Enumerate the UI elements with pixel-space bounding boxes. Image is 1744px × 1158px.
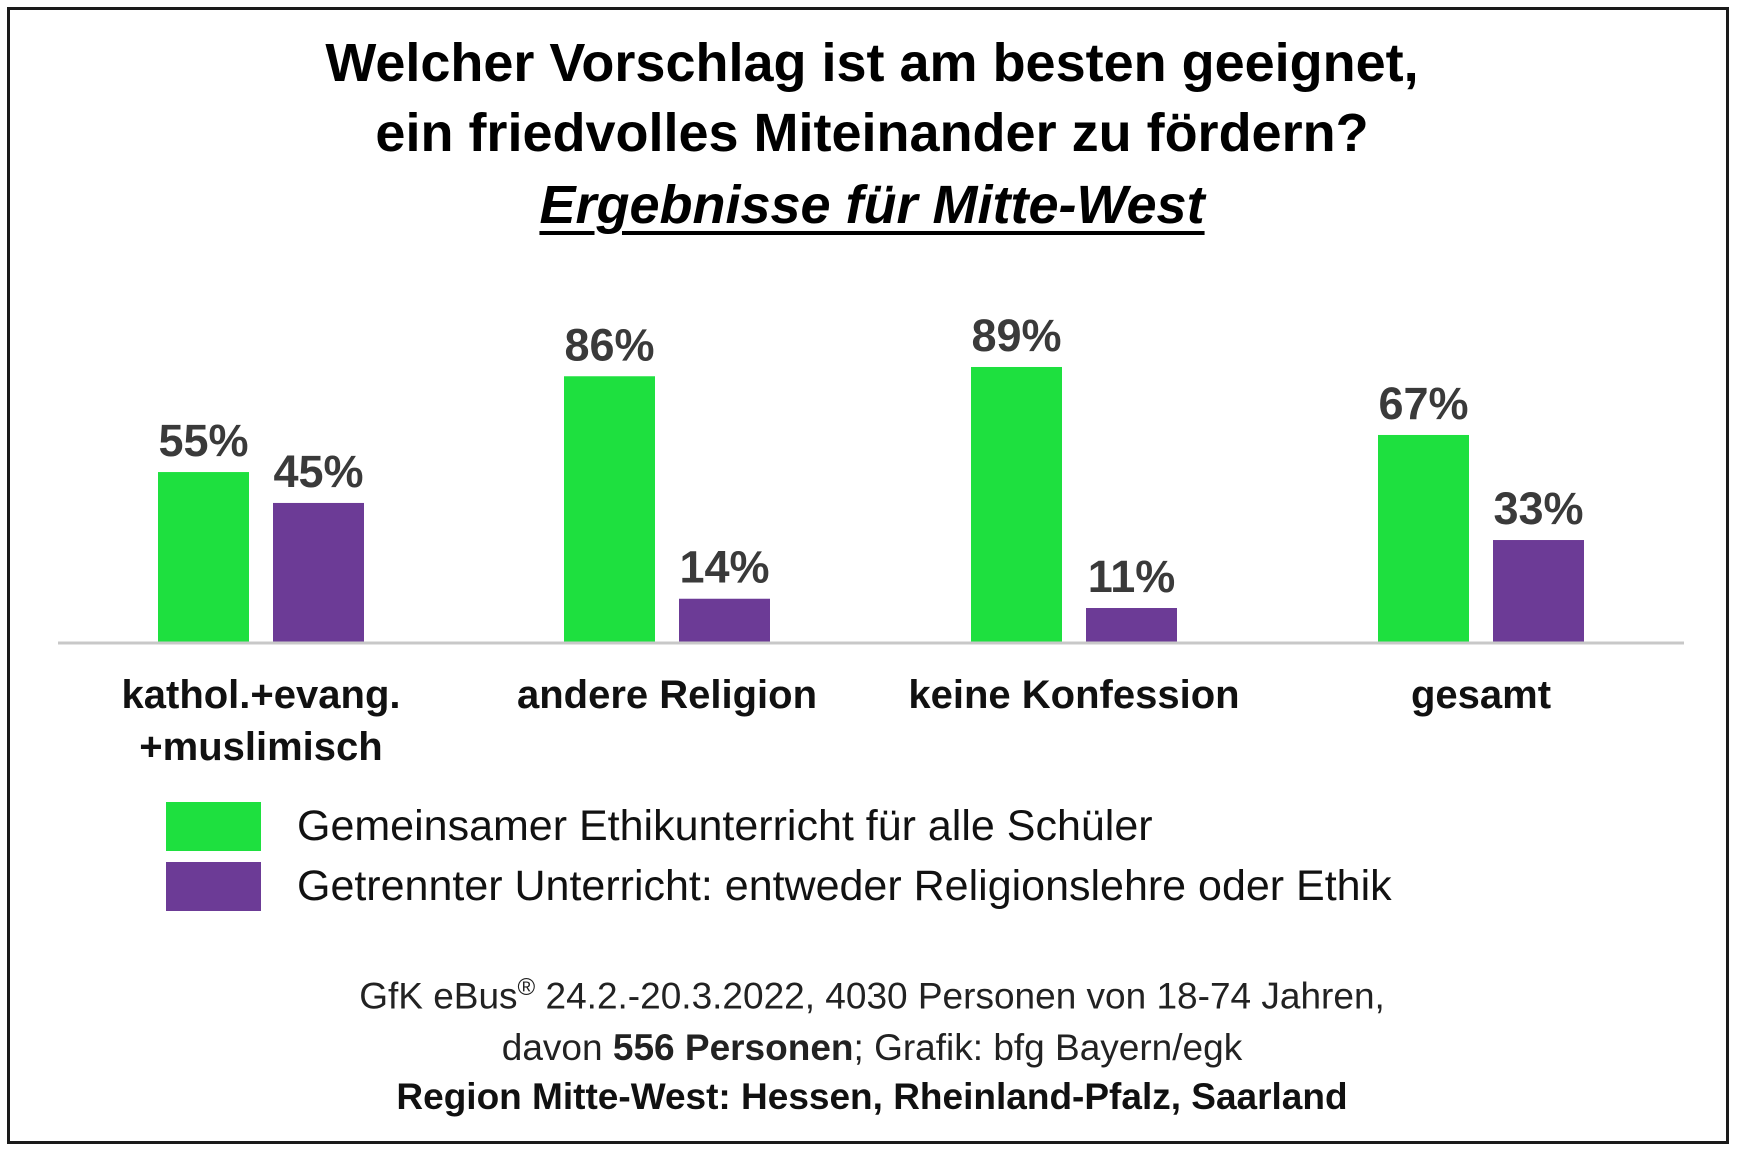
data-label-gemeinsam-0: 55% <box>158 415 248 466</box>
data-label-getrennt-1: 14% <box>679 542 769 593</box>
legend-swatch-green <box>166 801 261 851</box>
chart-title-line1: Welcher Vorschlag ist am besten geeignet… <box>325 33 1419 93</box>
footer-sample-count: 556 Personen <box>612 1027 854 1068</box>
registered-mark: ® <box>517 974 536 1001</box>
chart-subtitle: Ergebnisse für Mitte-West <box>539 175 1205 235</box>
footer-sample-prefix: davon <box>501 1027 613 1068</box>
data-label-getrennt-2: 11% <box>1088 551 1176 602</box>
bar-getrennt-0 <box>273 502 364 642</box>
legend-item-getrennt: Getrennter Unterricht: entweder Religion… <box>166 861 1392 911</box>
footer-source-line: GfK eBus® 24.2.-20.3.2022, 4030 Personen… <box>0 962 1744 1022</box>
bar-getrennt-3 <box>1493 540 1584 642</box>
chart-frame <box>7 7 1729 1144</box>
bar-getrennt-2 <box>1086 608 1177 642</box>
legend-label-gemeinsam: Gemeinsamer Ethikunterricht für alle Sch… <box>297 801 1153 850</box>
chart-title-line2: ein friedvolles Miteinander zu fördern? <box>375 103 1369 163</box>
bar-gemeinsam-1 <box>564 376 655 642</box>
legend-label-getrennt: Getrennter Unterricht: entweder Religion… <box>297 861 1392 910</box>
bar-gemeinsam-3 <box>1378 434 1469 642</box>
footer-source-prefix: GfK eBus <box>359 975 518 1017</box>
bar-gemeinsam-2 <box>971 366 1062 642</box>
footer-region-line: Region Mitte-West: Hessen, Rheinland-Pfa… <box>396 1076 1348 1117</box>
legend-item-gemeinsam: Gemeinsamer Ethikunterricht für alle Sch… <box>166 801 1153 851</box>
footer-sample-rest: ; Grafik: bfg Bayern/egk <box>853 1027 1243 1068</box>
bar-getrennt-1 <box>679 598 770 642</box>
bar-chart: 55% 45% kathol.+evang. +muslimisch 86% 14% and… <box>58 310 1684 769</box>
category-label-3-0: gesamt <box>1411 673 1551 717</box>
category-label-0-1: +muslimisch <box>139 725 382 769</box>
category-label-2-0: keine Konfession <box>908 673 1239 717</box>
data-label-gemeinsam-1: 86% <box>564 319 654 370</box>
bar-gemeinsam-0 <box>158 472 249 642</box>
data-label-getrennt-0: 45% <box>273 446 363 497</box>
data-label-gemeinsam-3: 67% <box>1378 378 1468 429</box>
footer-source-rest: 24.2.-20.3.2022, 4030 Personen von 18-74… <box>535 975 1385 1017</box>
legend-swatch-purple <box>166 861 261 911</box>
category-label-1-0: andere Religion <box>517 673 817 717</box>
data-label-gemeinsam-2: 89% <box>971 310 1061 361</box>
footer-sample-line: davon 556 Personen; Grafik: bfg Bayern/e… <box>0 1022 1744 1074</box>
data-label-getrennt-3: 33% <box>1493 483 1583 534</box>
category-label-0-0: kathol.+evang. <box>122 673 401 717</box>
